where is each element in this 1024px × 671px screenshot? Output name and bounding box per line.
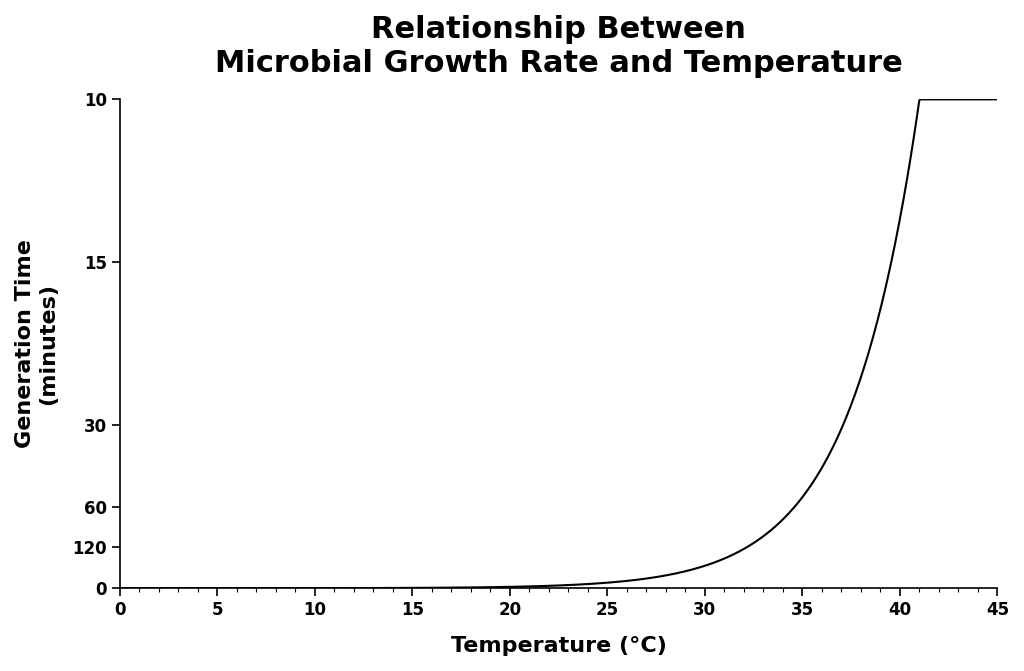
Y-axis label: Generation Time
(minutes): Generation Time (minutes) (15, 240, 58, 448)
Title: Relationship Between
Microbial Growth Rate and Temperature: Relationship Between Microbial Growth Ra… (215, 15, 902, 78)
X-axis label: Temperature (°C): Temperature (°C) (451, 636, 667, 656)
